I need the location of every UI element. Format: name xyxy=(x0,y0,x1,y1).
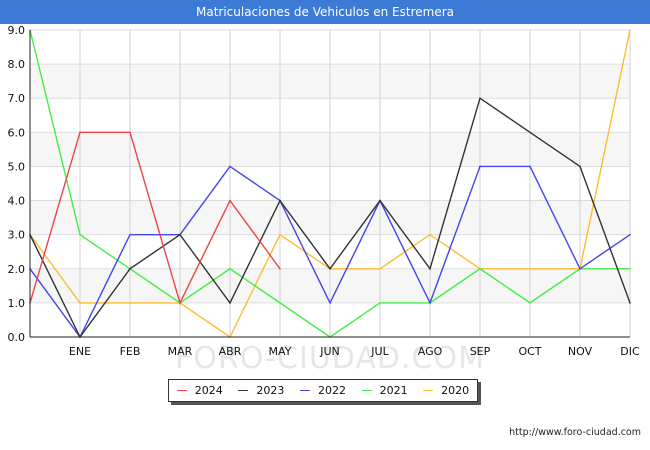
legend-label-2023: 2023 xyxy=(256,384,285,397)
x-tick-label: SEP xyxy=(470,345,491,358)
data-point-2022 xyxy=(629,233,631,236)
x-tick-label: ABR xyxy=(219,345,242,358)
data-point-2020 xyxy=(529,267,531,270)
data-point-2023 xyxy=(479,97,481,100)
y-tick-label: 1.0 xyxy=(8,297,26,310)
source-url[interactable]: http://www.foro-ciudad.com xyxy=(509,427,641,438)
x-tick-label: DIC xyxy=(620,345,640,358)
y-tick-label: 6.0 xyxy=(8,126,26,139)
data-point-2022 xyxy=(429,302,431,304)
x-tick-label: JUL xyxy=(370,345,389,358)
data-point-2023 xyxy=(379,199,381,202)
y-tick-label: 9.0 xyxy=(8,24,26,37)
legend-item-2023: 2023 xyxy=(238,384,284,397)
data-point-2021 xyxy=(379,302,381,304)
data-point-2024 xyxy=(279,267,281,270)
legend-label-2024: 2024 xyxy=(194,384,223,397)
data-point-2023 xyxy=(329,267,331,270)
legend-item-2022: 2022 xyxy=(299,384,346,397)
x-tick-label: NOV xyxy=(568,345,593,358)
data-point-2022 xyxy=(529,165,531,168)
legend-swatch-2022 xyxy=(299,390,310,391)
data-point-2020 xyxy=(129,302,131,304)
data-point-2024 xyxy=(229,199,231,202)
y-tick-label: 4.0 xyxy=(8,195,26,208)
series-line-2024 xyxy=(29,131,281,305)
x-tick-label: OCT xyxy=(518,345,541,358)
legend-swatch-2020 xyxy=(423,390,434,391)
legend-swatch-2024 xyxy=(176,390,187,391)
data-point-2024 xyxy=(129,131,131,134)
data-point-2023 xyxy=(579,165,581,168)
y-tick-label: 2.0 xyxy=(8,263,26,276)
legend-swatch-2023 xyxy=(238,390,249,391)
x-tick-labels: ENE FEB MAR ABR MAY JUN JUL AGO SEP OCT NOV DIC xyxy=(69,345,640,358)
data-point-2023 xyxy=(629,302,631,304)
series-lines xyxy=(29,29,631,339)
y-tick-labels: 0.0 1.0 2.0 3.0 4.0 5.0 6.0 7.0 8.0 9.0 xyxy=(8,24,26,344)
y-tick-label: 5.0 xyxy=(8,160,26,173)
legend-item-2021: 2021 xyxy=(361,384,408,397)
data-point-2020 xyxy=(379,267,381,270)
data-point-2024 xyxy=(79,131,81,134)
data-point-2020 xyxy=(629,29,631,31)
data-point-2021 xyxy=(279,302,281,304)
legend-item-2024: 2024 xyxy=(176,384,223,397)
x-tick-label: AGO xyxy=(418,345,443,358)
x-tick-label: ENE xyxy=(69,345,91,358)
data-point-2022 xyxy=(579,267,581,270)
legend-item-2020: 2020 xyxy=(423,384,469,397)
x-tick-label: FEB xyxy=(120,345,141,358)
y-tick-label: 7.0 xyxy=(8,92,26,105)
y-tick-label: 8.0 xyxy=(8,58,26,71)
data-point-2020 xyxy=(429,233,431,236)
data-point-2022 xyxy=(229,165,231,168)
data-point-2023 xyxy=(129,267,131,270)
data-point-2020 xyxy=(279,233,281,236)
data-point-2021 xyxy=(79,233,81,236)
data-point-2024 xyxy=(179,302,181,304)
data-point-2020 xyxy=(79,302,81,304)
legend-label-2021: 2021 xyxy=(379,384,408,397)
data-point-2022 xyxy=(129,233,131,236)
data-point-2023 xyxy=(529,131,531,134)
axes xyxy=(29,30,630,338)
watermark: FORO-CIUDAD.COM xyxy=(175,341,485,376)
y-tick-label: 3.0 xyxy=(8,229,26,242)
legend-label-2020: 2020 xyxy=(441,384,470,397)
data-point-2023 xyxy=(179,233,181,236)
data-point-2023 xyxy=(279,199,281,202)
chart-title: Matriculaciones de Vehiculos en Estremer… xyxy=(0,0,650,24)
data-point-2023 xyxy=(429,267,431,270)
data-point-2023 xyxy=(229,302,231,304)
x-tick-label: MAY xyxy=(269,345,292,358)
legend-swatch-2021 xyxy=(361,390,372,391)
data-point-2021 xyxy=(529,302,531,304)
legend: 2024 2023 2022 2021 2020 xyxy=(168,379,478,402)
data-point-2021 xyxy=(479,267,481,270)
data-point-2021 xyxy=(229,267,231,270)
data-point-2021 xyxy=(629,267,631,270)
legend-label-2022: 2022 xyxy=(317,384,346,397)
data-point-2022 xyxy=(479,165,481,168)
y-tick-label: 0.0 xyxy=(8,331,26,344)
x-tick-label: JUN xyxy=(319,345,340,358)
x-tick-label: MAR xyxy=(168,345,193,358)
data-point-2022 xyxy=(329,302,331,304)
